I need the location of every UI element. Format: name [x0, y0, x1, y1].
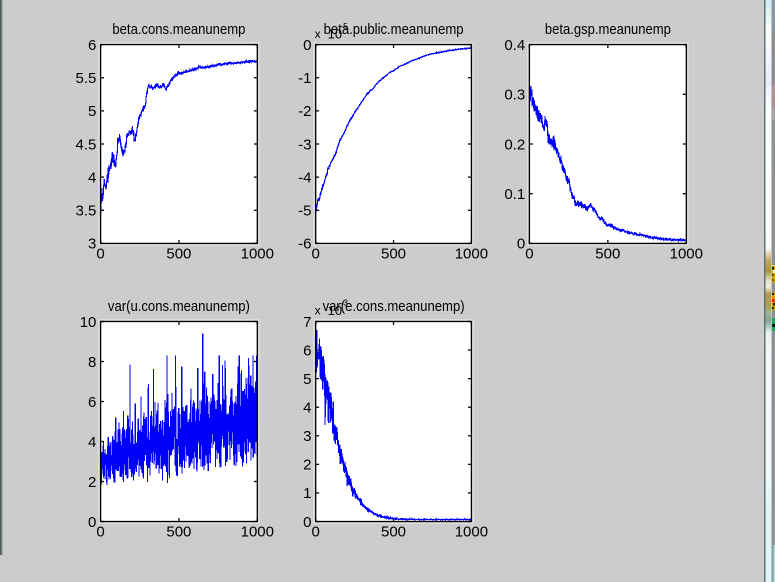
- svg-text:3.5: 3.5: [76, 203, 97, 220]
- svg-text:1000: 1000: [241, 524, 274, 541]
- svg-text:0.4: 0.4: [504, 37, 525, 54]
- svg-text:1000: 1000: [241, 246, 274, 263]
- svg-text:0: 0: [525, 246, 533, 263]
- svg-text:-6: -6: [298, 236, 311, 253]
- svg-text:-3: -3: [340, 298, 348, 308]
- svg-text:3: 3: [303, 428, 311, 445]
- svg-text:0.3: 0.3: [504, 87, 525, 104]
- svg-text:-5: -5: [340, 21, 348, 31]
- svg-text:4: 4: [303, 400, 311, 417]
- svg-text:0: 0: [303, 514, 311, 531]
- svg-text:-3: -3: [298, 136, 311, 153]
- svg-text:10: 10: [328, 303, 342, 318]
- svg-text:10: 10: [328, 27, 342, 42]
- svg-text:x: x: [315, 304, 321, 318]
- svg-text:2: 2: [303, 457, 311, 474]
- svg-text:500: 500: [381, 246, 406, 263]
- svg-text:beta.public.meanunemp: beta.public.meanunemp: [324, 21, 464, 38]
- svg-text:var(e.cons.meanunemp): var(e.cons.meanunemp): [323, 298, 465, 315]
- svg-text:2: 2: [88, 474, 96, 491]
- svg-text:0.1: 0.1: [504, 186, 525, 203]
- svg-text:5.5: 5.5: [76, 70, 97, 87]
- svg-text:1000: 1000: [455, 246, 488, 263]
- svg-text:10: 10: [80, 314, 97, 331]
- svg-text:-4: -4: [298, 169, 311, 186]
- svg-text:6: 6: [88, 394, 96, 411]
- svg-text:500: 500: [166, 246, 191, 263]
- svg-text:6: 6: [303, 342, 311, 359]
- svg-text:500: 500: [381, 524, 406, 541]
- svg-text:beta.cons.meanunemp: beta.cons.meanunemp: [112, 21, 245, 38]
- svg-text:5: 5: [303, 371, 311, 388]
- svg-text:4.5: 4.5: [76, 136, 97, 153]
- svg-text:1000: 1000: [455, 524, 488, 541]
- svg-text:6: 6: [88, 37, 96, 54]
- svg-text:0: 0: [303, 37, 311, 54]
- svg-text:-2: -2: [298, 103, 311, 120]
- svg-text:0: 0: [96, 524, 104, 541]
- svg-text:-5: -5: [298, 203, 311, 220]
- svg-text:0.2: 0.2: [504, 136, 525, 153]
- svg-text:4: 4: [88, 169, 96, 186]
- svg-text:0: 0: [88, 514, 96, 531]
- svg-text:5: 5: [88, 103, 96, 120]
- svg-text:0: 0: [312, 524, 320, 541]
- svg-text:beta.gsp.meanunemp: beta.gsp.meanunemp: [545, 21, 671, 38]
- svg-text:4: 4: [88, 434, 96, 451]
- svg-text:var(u.cons.meanunemp): var(u.cons.meanunemp): [108, 298, 250, 315]
- svg-text:-1: -1: [298, 70, 311, 87]
- svg-text:1000: 1000: [670, 246, 703, 263]
- svg-text:0: 0: [96, 246, 104, 263]
- svg-text:8: 8: [88, 354, 96, 371]
- svg-text:0: 0: [517, 236, 525, 253]
- svg-text:500: 500: [595, 246, 620, 263]
- svg-text:3: 3: [88, 236, 96, 253]
- svg-text:1: 1: [303, 485, 311, 502]
- svg-text:0: 0: [312, 246, 320, 263]
- svg-text:7: 7: [303, 314, 311, 331]
- svg-text:500: 500: [166, 524, 191, 541]
- svg-text:x: x: [315, 27, 321, 41]
